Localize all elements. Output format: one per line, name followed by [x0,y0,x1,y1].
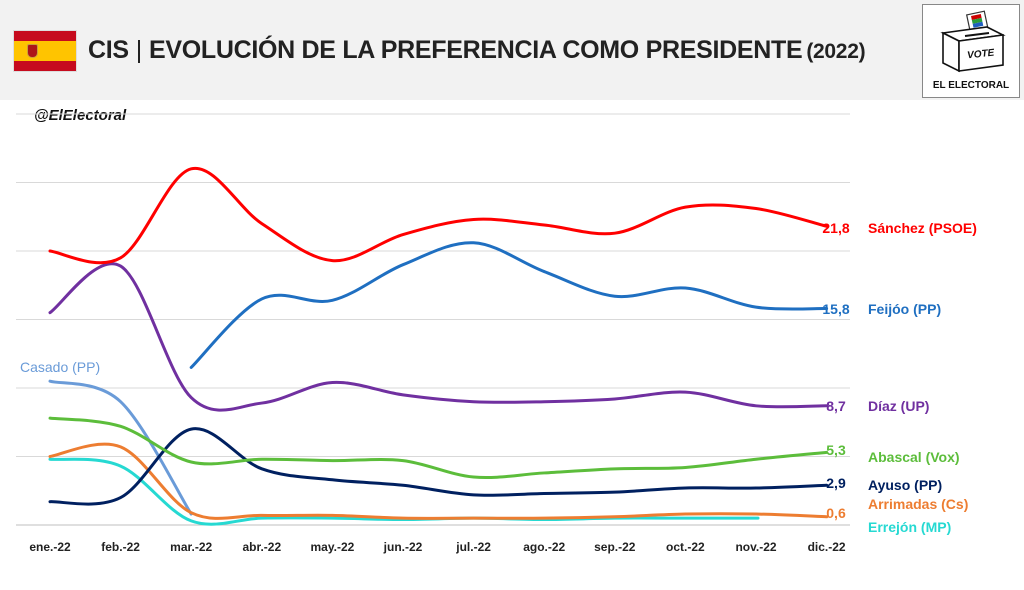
x-tick-label: ene.-22 [29,540,71,554]
el-electoral-logo: VOTE EL ELECTORAL [922,4,1020,98]
series-name-arrimadas: Arrimadas (Cs) [868,496,968,512]
title-main: CIS [88,36,129,64]
logo-stamp: VOTE [967,48,996,62]
series-lines [48,166,829,526]
x-tick-label: mar.-22 [170,540,212,554]
series-line-feijoo [189,241,829,369]
title-year: (2022) [806,40,866,63]
series-labels: Casado (PP) Errejón (MP) 0,6 Arrimadas (Cs)… [20,220,977,535]
series-line-abascal [48,416,829,480]
series-line-casado [48,379,193,516]
x-tick-label: sep.-22 [594,540,636,554]
series-name-abascal: Abascal (Vox) [868,449,960,465]
end-value-label-sanchez: 21,8 [822,220,849,236]
x-tick-label: ago.-22 [523,540,565,554]
x-tick-label: abr.-22 [242,540,281,554]
end-value-label-diaz: 8,7 [826,398,846,414]
x-tick-label: jun.-22 [383,540,423,554]
end-value-label-abascal: 5,3 [826,442,846,458]
x-tick-label: jul.-22 [455,540,491,554]
x-tick-label: dic.-22 [808,540,846,554]
watermark-handle: @ElElectoral [34,107,127,124]
x-axis: ene.-22 feb.-22 mar.-22 abr.-22 may.-22 jun.-… [29,540,846,554]
grid-lines [16,113,850,526]
x-tick-label: oct.-22 [666,540,705,554]
end-value-label-ayuso: 2,9 [826,475,846,491]
page-title: CIS | EVOLUCIÓN DE LA PREFERENCIA COMO PRE… [88,30,866,70]
header-bar: CIS | EVOLUCIÓN DE LA PREFERENCIA COMO PRE… [0,0,1024,100]
x-tick-label: may.-22 [310,540,354,554]
end-value-label-arrimadas: 0,6 [826,505,846,521]
logo-caption: EL ELECTORAL [932,80,1010,91]
series-name-casado: Casado (PP) [20,359,100,375]
series-line-arrimadas [48,442,829,520]
series-line-diaz [48,262,829,412]
end-value-label-feijoo: 15,8 [822,301,849,317]
x-tick-label: feb.-22 [101,540,140,554]
line-chart: Casado (PP) Errejón (MP) 0,6 Arrimadas (Cs)… [16,113,977,554]
title-rest: EVOLUCIÓN DE LA PREFERENCIA COMO PRESIDE… [148,36,803,64]
series-name-sanchez: Sánchez (PSOE) [868,220,977,236]
title-separator: | [135,36,143,64]
series-line-sanchez [48,166,829,265]
series-name-ayuso: Ayuso (PP) [868,477,942,493]
series-name-diaz: Díaz (UP) [868,398,929,414]
series-name-errejon: Errejón (MP) [868,519,951,535]
series-line-ayuso [48,427,829,506]
x-tick-label: nov.-22 [735,540,776,554]
series-name-feijoo: Feijóo (PP) [868,301,941,317]
ballot-box-icon: VOTE [940,10,1006,73]
spain-flag-icon [14,31,76,71]
